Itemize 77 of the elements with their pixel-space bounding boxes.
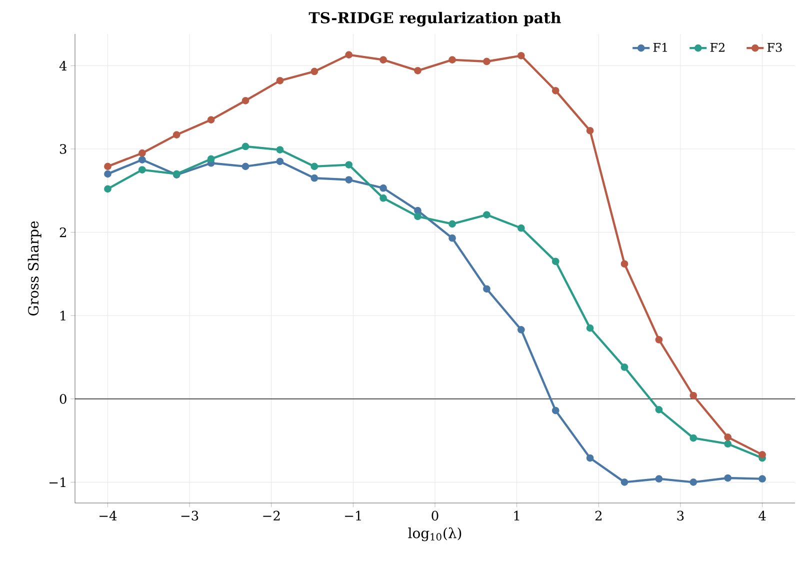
- point: [104, 170, 112, 178]
- x-tick-label: −2: [263, 510, 280, 520]
- point: [552, 86, 560, 94]
- point: [310, 174, 318, 182]
- point: [620, 478, 628, 486]
- point: [345, 176, 353, 184]
- point: [380, 194, 387, 202]
- point: [138, 156, 146, 164]
- x-tick-label: −4: [100, 510, 117, 520]
- point: [414, 66, 422, 74]
- x-tick-label: 0: [432, 510, 438, 521]
- point: [724, 434, 732, 441]
- x-tick-label: 2: [595, 510, 602, 520]
- x-axis-title: log$_{10}$(λ): [408, 527, 462, 542]
- legend-label: F1: [653, 42, 667, 52]
- point: [690, 478, 698, 486]
- x-tick-label: 1: [514, 510, 520, 520]
- point: [207, 116, 215, 124]
- point: [104, 162, 112, 170]
- point: [586, 324, 594, 332]
- point: [483, 285, 490, 293]
- point: [620, 364, 628, 371]
- y-tick-label: 1: [60, 310, 66, 320]
- point: [414, 212, 422, 220]
- point: [414, 206, 422, 214]
- point: [310, 162, 318, 170]
- point: [620, 260, 628, 268]
- y-tick-label: −1: [50, 477, 66, 487]
- point: [724, 474, 732, 482]
- legend-label: F3: [767, 42, 782, 52]
- point: [655, 336, 663, 344]
- point: [138, 149, 146, 157]
- point: [586, 454, 594, 462]
- point: [104, 185, 112, 193]
- point: [276, 158, 284, 166]
- point: [242, 142, 250, 150]
- point: [345, 51, 353, 59]
- point: [310, 68, 318, 76]
- point: [724, 440, 732, 448]
- point: [655, 475, 663, 483]
- point: [586, 126, 594, 134]
- point: [138, 166, 146, 174]
- point: [276, 146, 284, 154]
- point: [207, 155, 215, 163]
- point: [380, 56, 387, 64]
- point: [552, 406, 560, 414]
- point: [345, 161, 353, 168]
- x-tick-label: 3: [677, 510, 684, 521]
- y-tick-label: 4: [59, 60, 67, 70]
- point: [276, 76, 284, 84]
- point: [448, 234, 456, 242]
- point: [172, 131, 180, 138]
- x-tick-label: 4: [758, 510, 766, 520]
- y-tick-label: 3: [60, 144, 66, 154]
- y-tick-label: 2: [60, 227, 66, 238]
- x-tick-label: −3: [181, 510, 198, 521]
- point: [690, 434, 698, 442]
- point: [655, 406, 663, 414]
- point: [690, 392, 698, 400]
- point: [758, 451, 766, 458]
- legend-label: F2: [710, 42, 724, 52]
- point: [380, 184, 387, 192]
- point: [517, 224, 525, 232]
- chart-title: TS-RIDGE regularization path: [308, 12, 561, 26]
- point: [242, 162, 250, 170]
- point: [758, 475, 766, 483]
- point: [483, 211, 490, 218]
- point: [517, 326, 525, 334]
- point: [517, 52, 525, 60]
- y-axis-title: Gross Sharpe: [28, 221, 42, 316]
- x-tick-label: −1: [345, 510, 361, 520]
- point: [483, 58, 490, 66]
- point: [552, 258, 560, 266]
- point: [448, 220, 456, 228]
- point: [242, 96, 250, 104]
- point: [448, 56, 456, 64]
- y-tick-label: 0: [60, 394, 66, 404]
